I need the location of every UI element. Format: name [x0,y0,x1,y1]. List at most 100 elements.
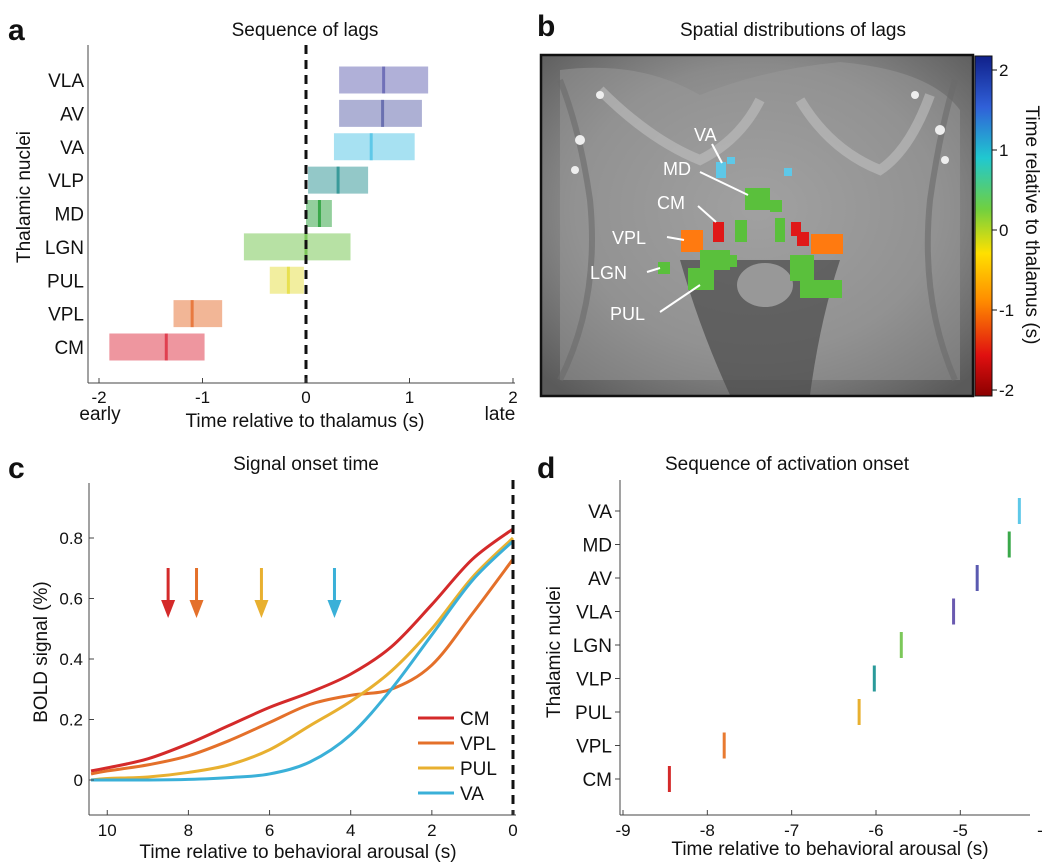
x-tick-label: -6 [868,821,883,840]
onset-arrow-head-va [327,600,342,618]
panel-a-ticks: VLA AV VA VLP MD LGN PUL VPL CM -2 -1 0 1 2 [45,71,518,407]
panel-c-ylabel: BOLD signal (%) [31,581,52,723]
series-line-cm [90,527,514,773]
category-label-pul: PUL [575,703,612,724]
colorbar-tick-label: -2 [999,381,1014,400]
category-label-vla: VLA [48,71,84,92]
x-tick-label: 1 [405,388,414,407]
onset-arrow-head-vpl [189,600,204,618]
legend-label-pul: PUL [460,759,497,780]
colorbar [974,55,993,397]
panel-c-legend: CM VPL PUL VA [418,709,497,805]
category-label-cm: CM [582,770,612,791]
category-label-va: VA [60,138,84,159]
panel-b: b Spatial distributions of lags [537,10,1042,400]
region-label-pul: PUL [610,304,645,324]
category-label-cm: CM [54,338,84,359]
y-tick-label: 0.4 [59,650,83,669]
category-label-vpl: VPL [576,737,612,758]
colorbar-tick-label: 0 [999,221,1008,240]
region-label-lgn: LGN [590,263,627,283]
colorbar-tick-label: 2 [999,61,1008,80]
panel-b-label: b [537,10,555,43]
panel-c-label: c [8,452,25,485]
category-label-vlp: VLP [576,670,612,691]
x-tick-label: -2 [91,388,106,407]
x-tick-label: -4 [1037,821,1042,840]
category-label-md: MD [54,205,84,226]
mri-image: VA MD CM VPL LGN PUL [539,53,975,398]
x-tick-label: -5 [953,821,968,840]
panel-c-title: Signal onset time [233,454,379,475]
panel-d-xlabel: Time relative to behavioral arousal (s) [671,839,988,860]
colorbar-ticks: 2 1 0 -1 -2 [992,61,1014,400]
series-line-vpl [90,558,515,776]
region-label-cm: CM [657,193,685,213]
x-tick-label: 2 [508,388,517,407]
colorbar-label: Time relative to thalamus (s) [1021,106,1042,345]
y-tick-label: 0.8 [59,529,83,548]
panel-d-ylabel: Thalamic nuclei [544,586,565,718]
region-label-va: VA [694,125,717,145]
panel-a-xlabel: Time relative to thalamus (s) [186,411,425,432]
x-tick-label: 0 [301,388,310,407]
lag-interval-va [333,133,415,161]
lag-voxels [658,157,843,298]
panel-a-ylabel: Thalamic nuclei [14,131,35,263]
y-tick-label: 0.6 [59,590,83,609]
panel-d-title: Sequence of activation onset [665,454,910,475]
category-label-md: MD [582,536,612,557]
panel-c-xlabel: Time relative to behavioral arousal (s) [139,842,456,863]
panel-a-late-label: late [485,404,516,425]
category-label-vla: VLA [576,603,612,624]
category-label-av: AV [60,104,84,125]
category-label-pul: PUL [47,271,84,292]
panel-a-title: Sequence of lags [232,20,379,41]
legend-label-va: VA [460,784,484,805]
x-tick-label: -9 [615,821,630,840]
panel-a: a Sequence of lags Thalamic nuclei VLA AV… [8,14,518,432]
x-tick-label: 2 [427,821,436,840]
panel-a-marks [109,45,429,383]
panel-d-ticks: VA MD AV VLA LGN VLP PUL VPL CM -9 -8 -7 -6 -5 -4 [573,502,1042,840]
lag-interval-cm [109,333,205,361]
panel-c: c Signal onset time BOLD signal (%) 0 0.2… [8,452,518,863]
panel-d-marks [667,498,1021,792]
x-tick-label: 4 [346,821,355,840]
legend-label-cm: CM [460,709,490,730]
panel-c-ticks: 0 0.2 0.4 0.6 0.8 10 8 6 4 2 0 [59,529,517,840]
legend-label-vpl: VPL [460,734,496,755]
panel-d: d Sequence of activation onset Thalamic … [537,452,1042,860]
category-label-vpl: VPL [48,305,84,326]
y-tick-label: 0.2 [59,711,83,730]
lag-interval-lgn [243,233,351,261]
x-tick-label: 0 [508,821,517,840]
category-label-lgn: LGN [573,636,612,657]
category-label-va: VA [588,502,612,523]
x-tick-label: -1 [195,388,210,407]
panel-b-title: Spatial distributions of lags [680,20,906,41]
region-label-vpl: VPL [612,228,646,248]
lag-interval-pul [269,266,304,294]
x-tick-label: 8 [184,821,193,840]
x-tick-label: -7 [784,821,799,840]
panel-a-label: a [8,14,25,47]
onset-arrow-head-pul [254,600,269,618]
y-tick-label: 0 [74,771,83,790]
x-tick-label: 10 [98,821,117,840]
category-label-vlp: VLP [48,171,84,192]
colorbar-tick-label: -1 [999,301,1014,320]
x-tick-label: -8 [700,821,715,840]
category-label-lgn: LGN [45,238,84,259]
lag-interval-av [339,99,422,127]
panel-c-marks [90,480,515,815]
category-label-av: AV [588,569,612,590]
series-line-va [91,539,515,782]
colorbar-tick-label: 1 [999,141,1008,160]
series-line-pul [90,536,515,782]
lag-interval-vpl [173,300,223,328]
panel-d-label: d [537,452,555,485]
x-tick-label: 6 [265,821,274,840]
onset-arrow-head-cm [161,600,176,618]
